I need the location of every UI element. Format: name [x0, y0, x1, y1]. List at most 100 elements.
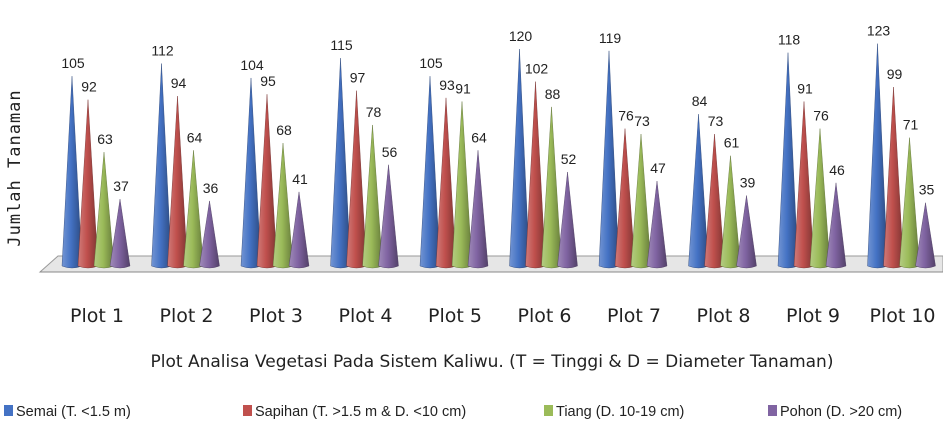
- data-label: 78: [366, 104, 382, 120]
- cone-4-plot-9: [825, 182, 847, 269]
- x-tick-label: Plot 10: [869, 305, 935, 327]
- data-label: 41: [292, 171, 308, 187]
- data-label: 47: [650, 160, 666, 176]
- cone-4-plot-7: [646, 181, 668, 269]
- data-label: 35: [919, 182, 935, 198]
- cone-2-plot-2: [167, 96, 188, 269]
- x-tick-labels: Plot 1 Plot 2 Plot 3 Plot 4 Plot 5 Plot 6 Plot…: [70, 305, 935, 327]
- cone-2-plot-3: [256, 94, 278, 269]
- data-label: 61: [724, 135, 740, 151]
- data-label: 94: [171, 75, 187, 91]
- y-axis-label: Jumlah Tanaman: [5, 89, 25, 246]
- x-tick-label: Plot 6: [518, 305, 572, 327]
- cone-4-plot-10: [915, 202, 936, 269]
- data-label: 84: [692, 93, 708, 109]
- cone-3-plot-4: [362, 124, 383, 269]
- cone-1-plot-1: [61, 76, 83, 269]
- data-label: 102: [525, 61, 549, 77]
- data-label: 97: [350, 70, 366, 86]
- data-label: 93: [439, 77, 455, 93]
- data-label: 115: [330, 37, 353, 53]
- legend-swatch: [544, 405, 553, 416]
- cone-2-plot-9: [793, 101, 815, 269]
- x-tick-label: Plot 3: [249, 305, 303, 327]
- data-label: 52: [561, 151, 577, 167]
- cone-3-plot-1: [93, 152, 115, 269]
- cone-2-plot-10: [883, 86, 904, 269]
- data-label: 68: [276, 122, 292, 138]
- cone-3-plot-8: [720, 155, 741, 269]
- data-label: 91: [455, 80, 471, 96]
- data-label: 71: [903, 117, 919, 133]
- cone-2-plot-7: [614, 128, 636, 269]
- x-tick-label: Plot 4: [339, 305, 393, 327]
- data-label: 39: [740, 174, 756, 190]
- x-axis-label: Plot Analisa Vegetasi Pada Sistem Kaliwu…: [151, 352, 834, 372]
- data-label: 120: [509, 28, 533, 44]
- cone-2-plot-6: [525, 81, 546, 269]
- cone-4-plot-8: [736, 195, 757, 269]
- cone-2-plot-4: [346, 90, 367, 269]
- cone-3-plot-6: [541, 106, 562, 269]
- data-label: 95: [260, 73, 276, 89]
- x-tick-label: Plot 1: [70, 305, 124, 327]
- legend-item-3: Tiang (D. 10-19 cm): [544, 404, 684, 420]
- data-label: 123: [867, 23, 891, 39]
- data-label: 91: [797, 80, 813, 96]
- data-label: 36: [203, 180, 219, 196]
- x-tick-label: Plot 9: [786, 305, 840, 327]
- data-label: 118: [778, 32, 801, 48]
- data-label: 119: [599, 30, 622, 46]
- cone-3-plot-2: [183, 150, 204, 269]
- legend-swatch: [768, 405, 777, 416]
- data-label: 56: [382, 144, 398, 160]
- data-label: 105: [419, 55, 443, 71]
- cone-2-plot-8: [704, 134, 725, 269]
- data-label: 112: [151, 43, 174, 59]
- legend-item-4: Pohon (D. >20 cm): [768, 404, 902, 420]
- legend-item-2: Sapihan (T. >1.5 m & D. <10 cm): [243, 404, 466, 420]
- data-label: 105: [61, 55, 85, 71]
- cone-4-plot-2: [199, 200, 220, 269]
- data-label: 88: [545, 86, 561, 102]
- x-tick-label: Plot 8: [697, 305, 751, 327]
- data-label: 46: [829, 162, 845, 178]
- cone-1-plot-5: [419, 76, 441, 269]
- cone-4-plot-5: [467, 150, 489, 269]
- cone-4-plot-4: [378, 164, 399, 269]
- cone-1-plot-8: [688, 114, 709, 269]
- data-label: 76: [813, 108, 829, 124]
- cone-3-plot-3: [272, 143, 294, 269]
- legend: Semai (T. <1.5 m) Sapihan (T. >1.5 m & D.…: [4, 404, 902, 420]
- cone-3-plot-7: [630, 134, 652, 269]
- cone-2-plot-5: [435, 97, 457, 269]
- data-label: 92: [81, 79, 97, 95]
- cone-4-plot-3: [288, 191, 310, 269]
- cone-4-plot-1: [109, 199, 131, 269]
- data-label: 63: [97, 131, 113, 147]
- cone-2-plot-1: [77, 99, 99, 269]
- cone-1-plot-9: [777, 52, 799, 269]
- data-label: 64: [471, 129, 487, 145]
- data-label: 73: [634, 113, 650, 129]
- legend-label: Tiang (D. 10-19 cm): [556, 404, 684, 420]
- legend-label: Pohon (D. >20 cm): [780, 404, 902, 420]
- data-label: 73: [708, 113, 724, 129]
- data-label: 76: [618, 108, 634, 124]
- cone-4-plot-6: [557, 171, 578, 269]
- data-label: 37: [113, 178, 129, 194]
- legend-label: Semai (T. <1.5 m): [16, 404, 131, 420]
- x-tick-label: Plot 7: [607, 305, 661, 327]
- cone-1-plot-2: [151, 63, 172, 269]
- data-label: 104: [240, 57, 264, 73]
- legend-swatch: [243, 405, 252, 416]
- x-tick-label: Plot 5: [428, 305, 482, 327]
- cone-3-plot-10: [899, 137, 920, 269]
- cone-1-plot-6: [509, 49, 530, 269]
- legend-item-1: Semai (T. <1.5 m): [4, 404, 131, 420]
- legend-swatch: [4, 405, 13, 416]
- cone-1-plot-7: [598, 50, 620, 269]
- x-tick-label: Plot 2: [160, 305, 214, 327]
